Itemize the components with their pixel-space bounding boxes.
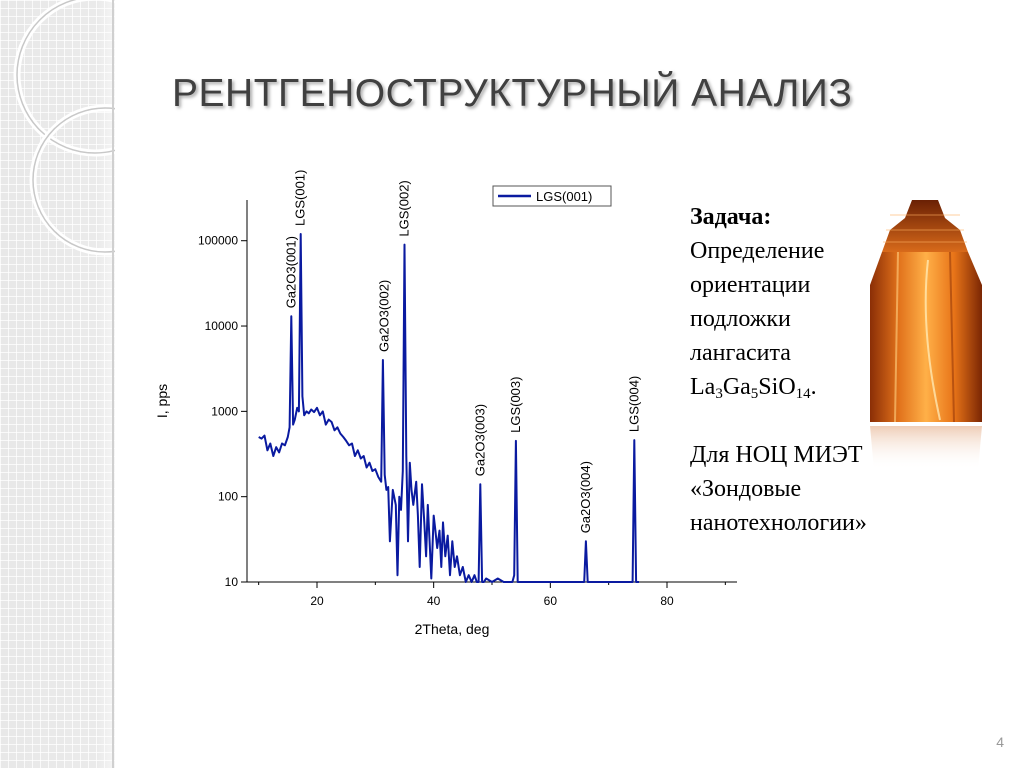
x-tick-label: 60	[544, 594, 558, 608]
peak-label: Ga2O3(003)	[472, 404, 487, 476]
chemical-formula: La3Ga5SiO14.	[690, 374, 817, 402]
legend-label: LGS(001)	[536, 189, 592, 204]
org-line: Для НОЦ МИЭТ	[690, 442, 863, 468]
task-text: Задача: Определение ориентации подложки …	[690, 200, 920, 540]
x-tick-label: 40	[427, 594, 441, 608]
peak-label: Ga2O3(002)	[377, 280, 392, 352]
task-line: лангасита	[690, 340, 791, 366]
task-line: Определение	[690, 238, 825, 264]
peak-label: Ga2O3(004)	[578, 461, 593, 533]
org-line: нанотехнологии»	[690, 510, 867, 536]
task-line: подложки	[690, 306, 791, 332]
peak-label: LGS(004)	[626, 376, 641, 432]
xrd-chart: 20 40 60 80 10 100 1000 10000 100000 2Theta, deg I…	[154, 170, 737, 637]
y-tick-label: 100000	[198, 234, 238, 248]
y-tick-label: 100	[218, 490, 238, 504]
peak-label: LGS(002)	[397, 180, 412, 236]
x-tick-label: 80	[660, 594, 674, 608]
org-line: «Зондовые	[690, 476, 802, 502]
data-series-line	[258, 233, 639, 583]
x-tick-label: 20	[310, 594, 324, 608]
y-axis-label: I, pps	[154, 384, 170, 418]
page-number: 4	[996, 734, 1004, 750]
peak-label: Ga2O3(001)	[283, 236, 298, 308]
y-tick-label: 1000	[211, 404, 238, 418]
x-axis-label: 2Theta, deg	[415, 621, 490, 637]
langasite-crystal-icon	[870, 200, 982, 470]
task-label: Задача:	[690, 204, 772, 230]
grid-circles-decoration-icon	[0, 0, 115, 768]
peak-label: LGS(001)	[293, 170, 308, 226]
y-tick-label: 10000	[205, 319, 239, 333]
peak-label: LGS(003)	[508, 377, 523, 433]
slide-title: РЕНТГЕНОСТРУКТУРНЫЙ АНАЛИЗ	[172, 72, 853, 115]
task-line: ориентации	[690, 272, 811, 298]
y-tick-label: 10	[225, 575, 239, 589]
legend-box	[492, 185, 612, 207]
